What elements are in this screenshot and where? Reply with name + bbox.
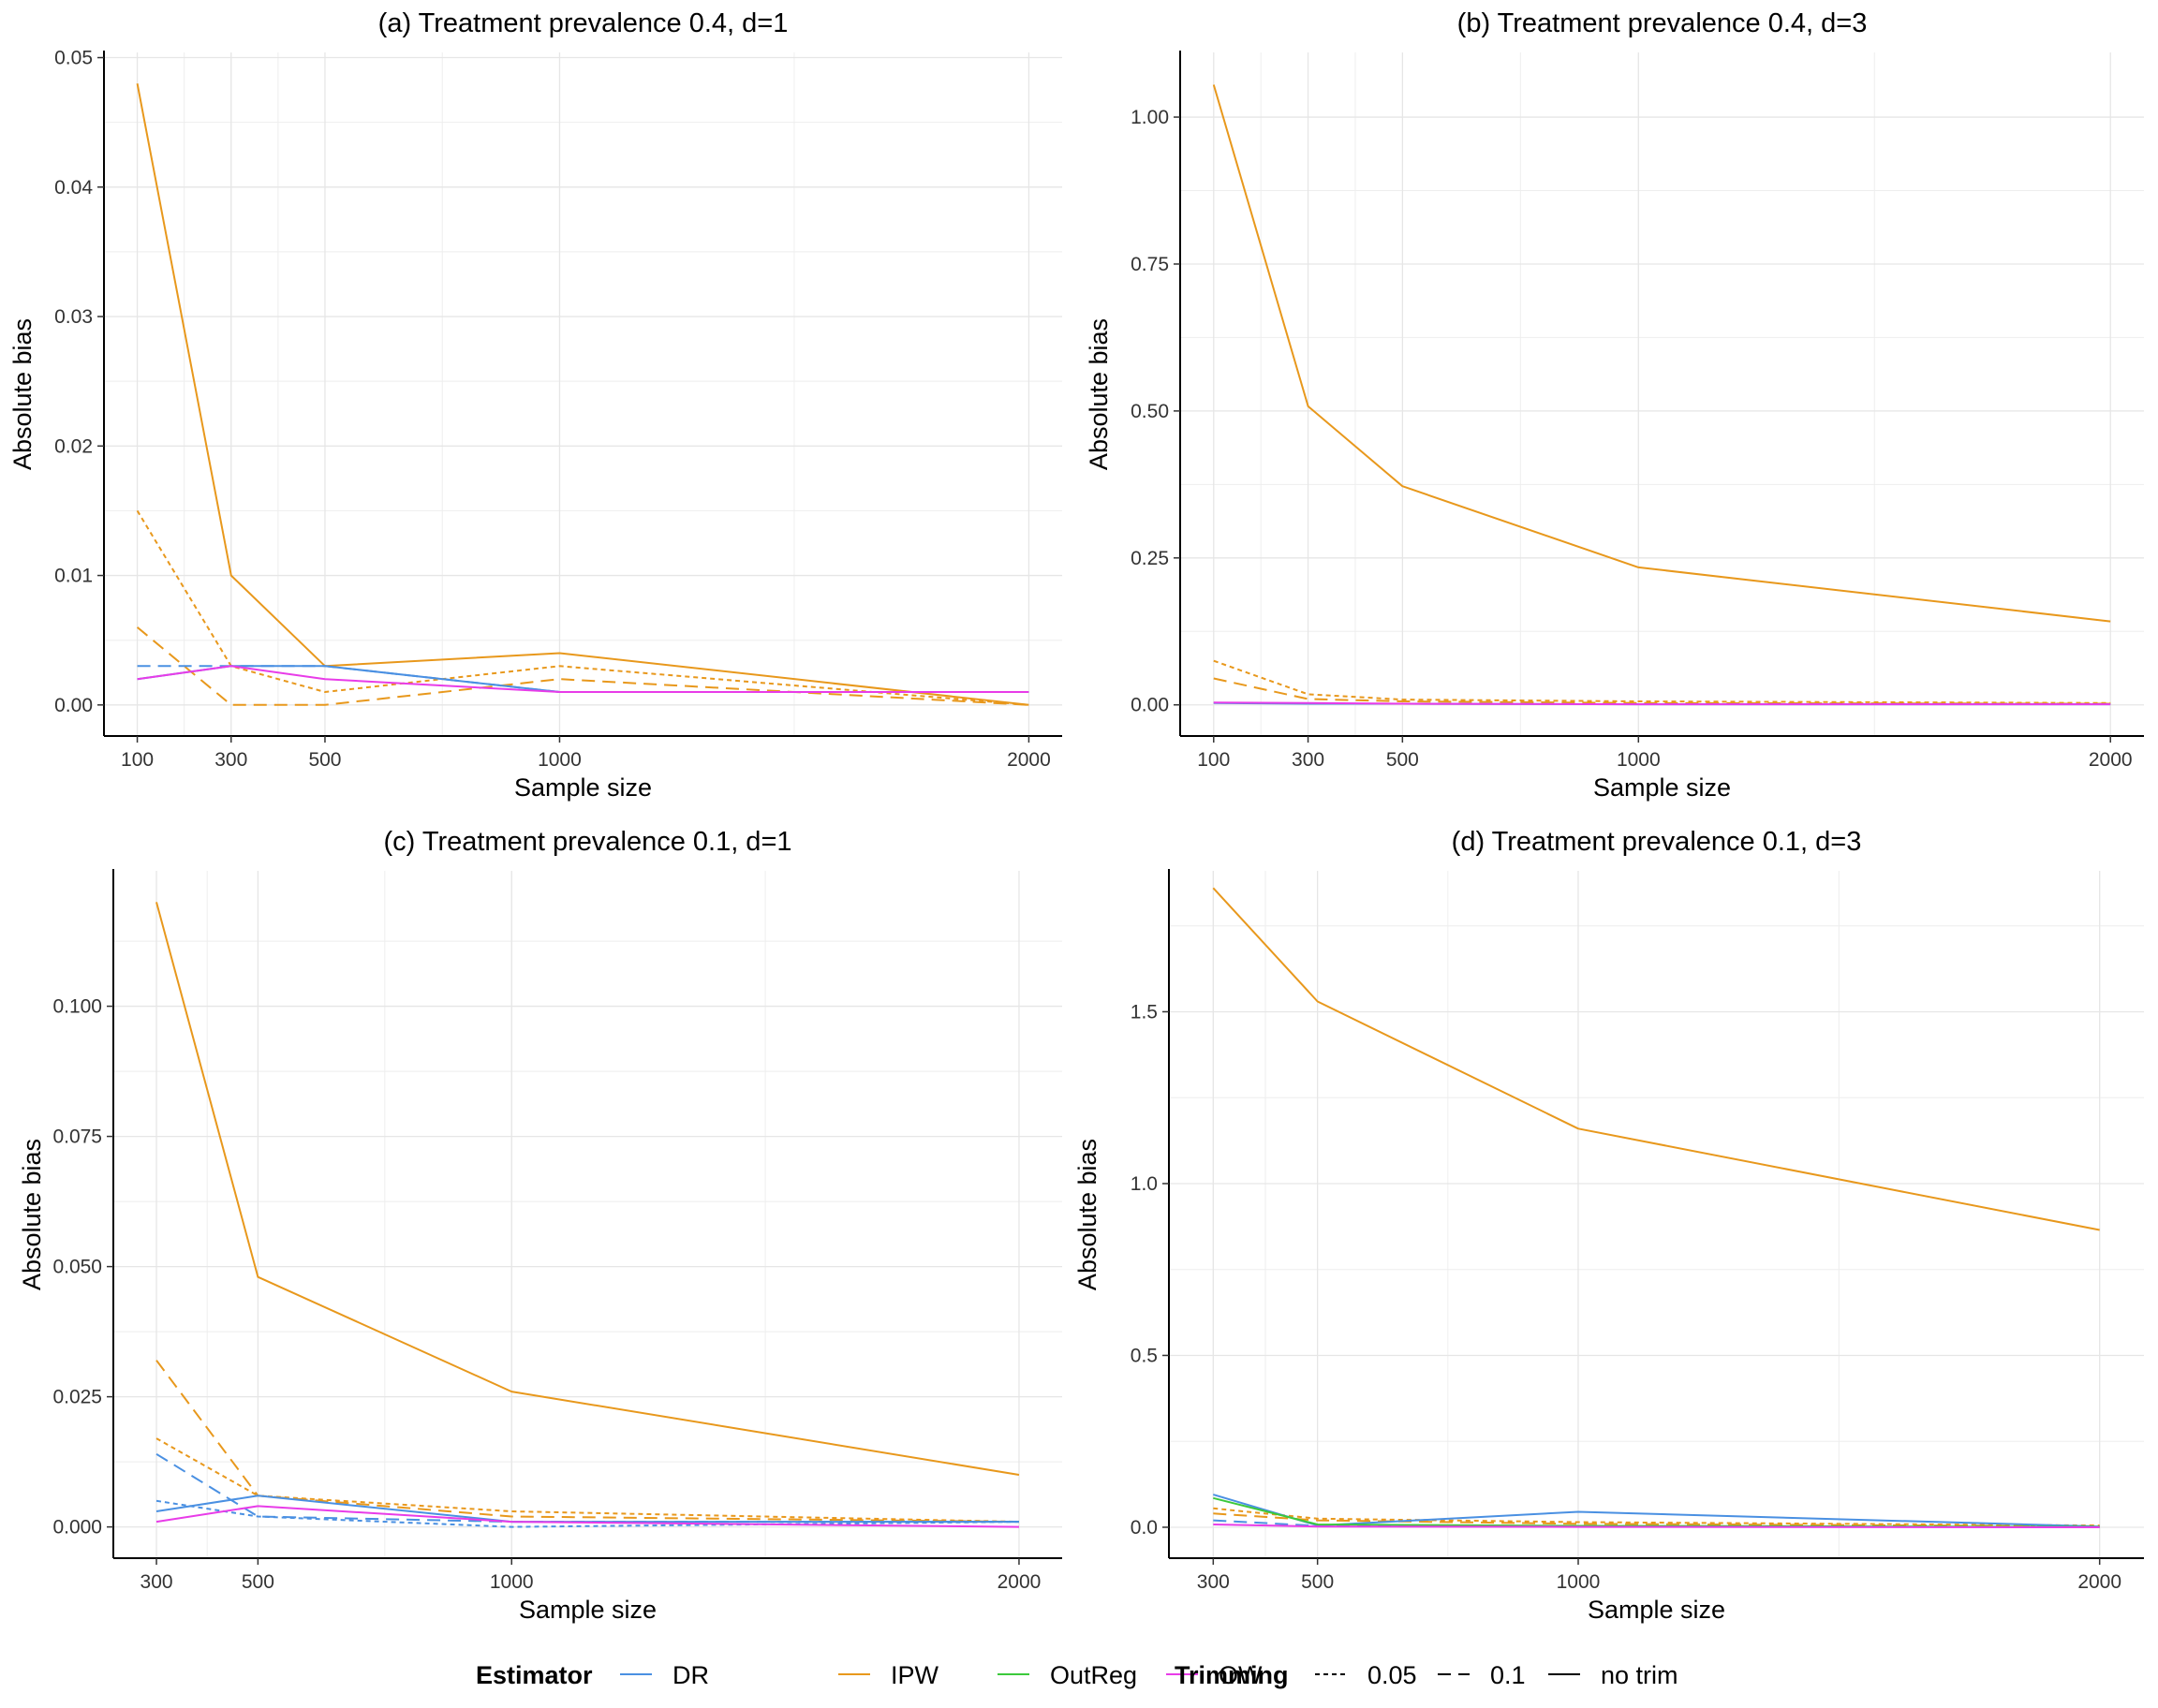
y-axis-label: Absolute bias xyxy=(8,318,37,470)
y-tick-label: 0.100 xyxy=(52,996,102,1018)
y-tick-label: 0.5 xyxy=(1131,1345,1158,1366)
x-tick-label: 2000 xyxy=(998,1571,1042,1593)
legend-label-trim-01: 0.1 xyxy=(1490,1661,1526,1689)
y-tick-label: 0.000 xyxy=(52,1517,102,1539)
x-tick-label: 1000 xyxy=(538,749,582,771)
series-line-ipw-005 xyxy=(155,1437,1020,1524)
y-tick-label: 0.025 xyxy=(52,1387,102,1408)
series-line-ow-no-trim xyxy=(1213,1524,2100,1528)
x-tick-label: 2000 xyxy=(2089,749,2133,771)
y-tick-label: 0.50 xyxy=(1131,401,1169,422)
legend-label-outreg: OutReg xyxy=(1050,1661,1137,1689)
x-tick-label: 1000 xyxy=(1617,749,1661,771)
panel-c: 0.000 0.025 0.050 0.075 0.100 300 500 1000 2000 S… xyxy=(18,827,1062,1624)
legend-label-dr: DR xyxy=(673,1661,709,1689)
x-axis-label: Sample size xyxy=(519,1596,657,1624)
panel-b: 0.00 0.25 0.50 0.75 1.00 100 300 500 1000 2000 Sam… xyxy=(1085,8,2144,802)
x-tick-label: 300 xyxy=(1292,749,1324,771)
grid xyxy=(104,52,1062,736)
y-axis-label: Absolute bias xyxy=(1085,318,1113,470)
x-axis-label: Sample size xyxy=(1588,1596,1725,1624)
x-axis-label: Sample size xyxy=(514,773,652,802)
y-axis-label: Absolute bias xyxy=(18,1139,46,1290)
y-tick-label: 0.0 xyxy=(1131,1517,1158,1539)
series-line-ipw-01 xyxy=(1213,1512,2100,1527)
y-tick-label: 0.02 xyxy=(54,435,93,457)
panel-d: 0.0 0.5 1.0 1.5 300 500 1000 2000 Sample size Abs… xyxy=(1073,827,2144,1624)
y-tick-label: 0.04 xyxy=(54,177,93,199)
y-tick-label: 0.75 xyxy=(1131,254,1169,275)
x-tick-label: 300 xyxy=(140,1571,173,1593)
legend-label-ipw: IPW xyxy=(891,1661,939,1689)
x-tick-label: 500 xyxy=(1301,1571,1334,1593)
series-line-ipw-no-trim xyxy=(1212,84,2111,623)
series-line-ipw-005 xyxy=(1213,1507,2100,1527)
legend-title-estimator: Estimator xyxy=(476,1661,593,1689)
x-tick-label: 500 xyxy=(308,749,341,771)
series-group xyxy=(1212,84,2111,706)
panel-title: (c) Treatment prevalence 0.1, d=1 xyxy=(383,827,791,857)
x-tick-label: 300 xyxy=(1197,1571,1230,1593)
y-tick-label: 0.25 xyxy=(1131,548,1169,569)
legend-label-trim-005: 0.05 xyxy=(1367,1661,1417,1689)
series-group xyxy=(136,83,1029,706)
series-line-ow-no-trim xyxy=(155,1505,1020,1528)
series-line-dr-no-trim xyxy=(1213,1494,2100,1528)
legend-title-trimming: Trimming xyxy=(1175,1661,1289,1689)
grid xyxy=(113,871,1062,1558)
series-line-dr-no-trim xyxy=(155,1494,1019,1524)
y-tick-label: 1.0 xyxy=(1131,1173,1158,1195)
panel-title: (b) Treatment prevalence 0.4, d=3 xyxy=(1457,8,1868,38)
series-group xyxy=(155,902,1020,1528)
x-tick-label: 100 xyxy=(121,749,154,771)
series-line-ipw-01 xyxy=(155,1360,1020,1524)
series-line-ipw-005 xyxy=(1213,659,2111,704)
x-tick-label: 1000 xyxy=(490,1571,534,1593)
y-tick-label: 0.01 xyxy=(54,566,93,587)
y-tick-label: 0.05 xyxy=(54,48,93,69)
series-line-ipw-no-trim xyxy=(1212,887,2100,1231)
series-line-ipw-01 xyxy=(1213,677,2111,705)
y-tick-label: 1.00 xyxy=(1131,107,1169,128)
x-axis-label: Sample size xyxy=(1593,773,1731,802)
y-tick-label: 0.03 xyxy=(54,306,93,328)
y-tick-label: 0.050 xyxy=(52,1257,102,1278)
series-line-ow-no-trim xyxy=(1213,701,2111,706)
legend-label-trim-no-trim: no trim xyxy=(1601,1661,1678,1689)
panel-title: (a) Treatment prevalence 0.4, d=1 xyxy=(378,8,789,38)
y-tick-label: 1.5 xyxy=(1131,1001,1158,1023)
y-tick-label: 0.075 xyxy=(52,1126,102,1148)
panel-a: 0.00 0.01 0.02 0.03 0.04 0.05 100 300 500 1000 200… xyxy=(8,8,1062,802)
x-tick-label: 2000 xyxy=(2077,1571,2121,1593)
y-tick-label: 0.00 xyxy=(1131,695,1169,716)
series-line-ipw-01 xyxy=(136,626,1029,706)
series-line-ow-no-trim xyxy=(137,665,1029,693)
grid xyxy=(1169,871,2144,1558)
x-tick-label: 300 xyxy=(214,749,247,771)
y-axis-label: Absolute bias xyxy=(1073,1139,1101,1290)
series-group xyxy=(1212,887,2100,1528)
x-tick-label: 2000 xyxy=(1007,749,1051,771)
x-tick-label: 100 xyxy=(1197,749,1230,771)
y-tick-label: 0.00 xyxy=(54,695,93,716)
series-line-ipw-005 xyxy=(136,509,1029,706)
panel-title: (d) Treatment prevalence 0.1, d=3 xyxy=(1452,827,1862,857)
x-tick-label: 500 xyxy=(242,1571,274,1593)
series-line-ipw-no-trim xyxy=(155,902,1020,1476)
x-tick-label: 500 xyxy=(1386,749,1419,771)
legend-label-ow: OW xyxy=(1219,1661,1263,1689)
x-tick-label: 1000 xyxy=(1557,1571,1601,1593)
